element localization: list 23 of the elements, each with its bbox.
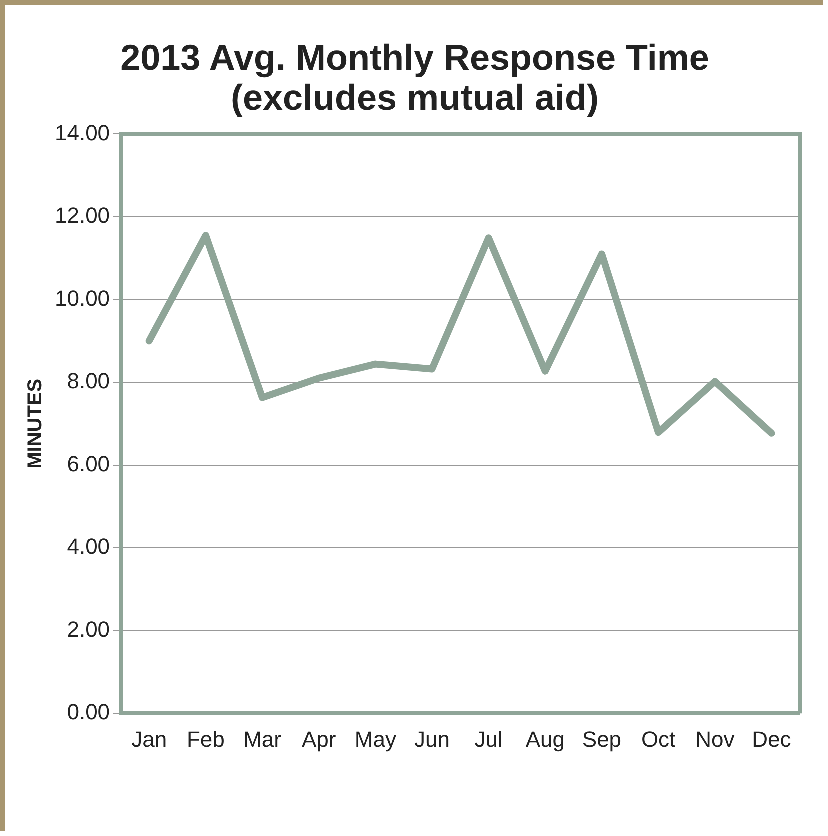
y-tick-label: 4.00 <box>67 534 110 560</box>
x-tick-label: Oct <box>641 726 676 752</box>
x-tick-label: Nov <box>696 726 735 752</box>
chart-subtitle: (excludes mutual aid) <box>230 77 600 118</box>
x-tick-label: Apr <box>302 726 336 752</box>
y-tick-label: 0.00 <box>67 700 110 725</box>
chart-title: 2013 Avg. Monthly Response Time <box>120 37 710 78</box>
x-tick-label: Dec <box>752 726 792 752</box>
y-tick-label: 14.00 <box>54 120 110 146</box>
x-tick-label: Sep <box>582 726 622 752</box>
x-tick-label: Jun <box>414 726 450 752</box>
x-tick-label: Jan <box>132 726 168 752</box>
x-tick-label: Aug <box>526 726 565 752</box>
y-tick-label: 2.00 <box>67 616 110 642</box>
y-tick-label: 10.00 <box>54 286 110 311</box>
y-axis-title: MINUTES <box>24 378 47 469</box>
x-tick-label: Mar <box>244 726 282 752</box>
y-tick-label: 12.00 <box>54 203 110 228</box>
y-tick-label: 8.00 <box>67 368 110 394</box>
x-tick-label: Feb <box>186 726 225 752</box>
y-tick-label: 6.00 <box>67 451 110 476</box>
x-tick-label: Jul <box>474 726 503 752</box>
x-tick-label: May <box>354 726 396 752</box>
